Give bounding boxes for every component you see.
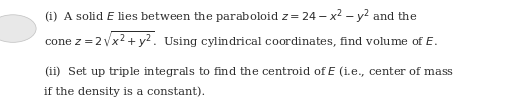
Text: cone $z = 2\sqrt{x^2 + y^2}$.  Using cylindrical coordinates, find volume of $\m: cone $z = 2\sqrt{x^2 + y^2}$. Using cyli… [44, 30, 438, 50]
Ellipse shape [0, 15, 36, 42]
Text: (ii)  Set up triple integrals to find the centroid of $\mathit{E}$ (i.e., center: (ii) Set up triple integrals to find the… [44, 64, 454, 79]
Text: (i)  A solid $\mathit{E}$ lies between the paraboloid $z = 24 - x^2 - y^2$ and t: (i) A solid $\mathit{E}$ lies between th… [44, 7, 417, 26]
Text: if the density is a constant).: if the density is a constant). [44, 87, 205, 97]
